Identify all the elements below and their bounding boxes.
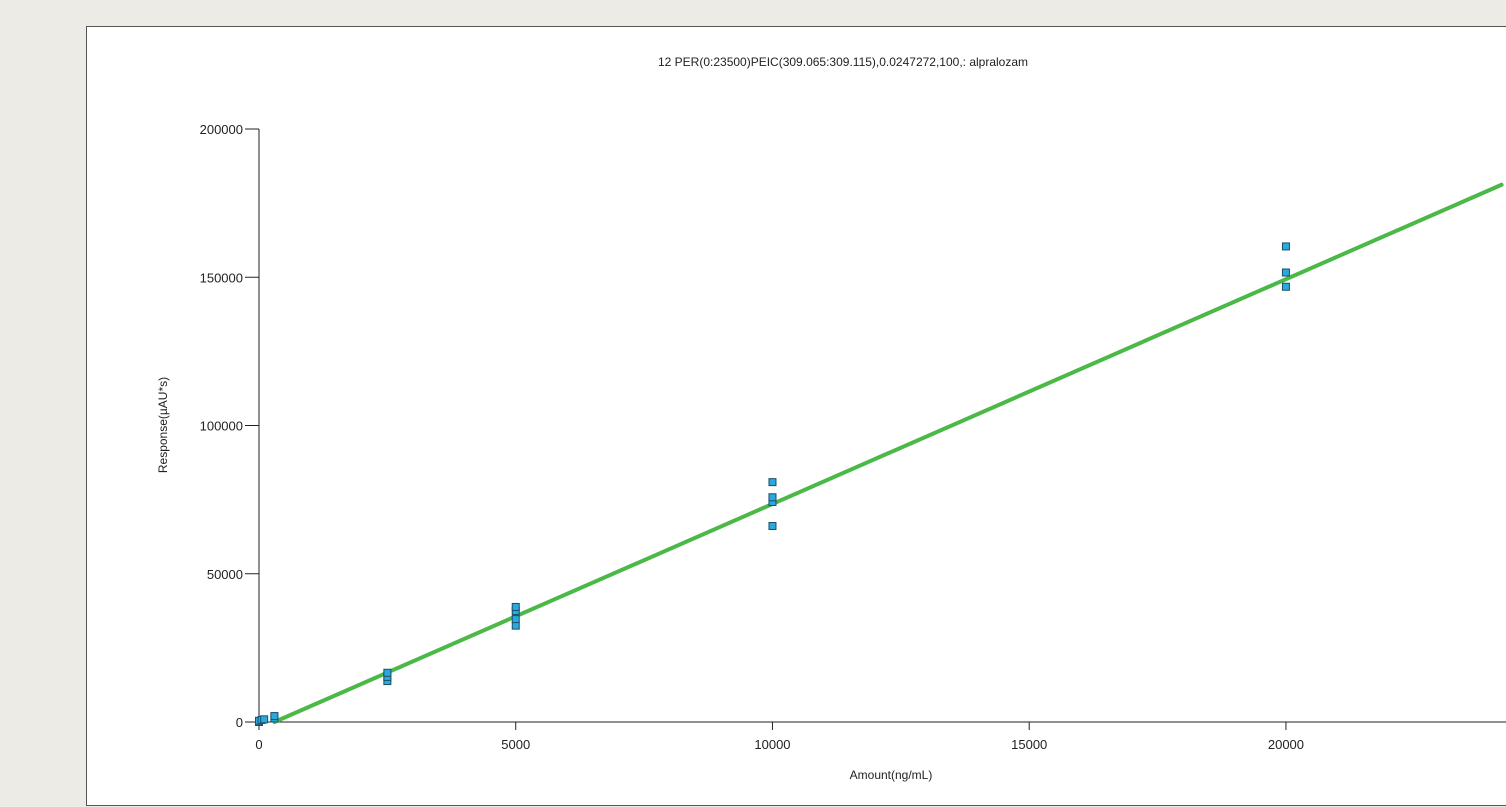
data-point bbox=[768, 522, 777, 531]
data-point bbox=[383, 668, 392, 677]
x-tick-label: 5000 bbox=[501, 737, 530, 752]
x-axis: 050001000015000200002 bbox=[255, 721, 1506, 752]
data-point bbox=[260, 715, 269, 724]
y-tick-label: 200000 bbox=[200, 122, 243, 137]
y-tick-label: 150000 bbox=[200, 270, 243, 285]
y-axis: 0 50000 100000 150000 200000 bbox=[200, 122, 260, 730]
y-tick-label: 50000 bbox=[207, 567, 243, 582]
y-axis-title: Response(µAU*s) bbox=[156, 377, 170, 473]
y-tick-label: 100000 bbox=[200, 419, 243, 434]
y-tick-label: 0 bbox=[236, 715, 243, 730]
data-point bbox=[511, 621, 520, 630]
x-tick-label: 0 bbox=[255, 737, 262, 752]
chart-panel: 12 PER(0:23500)PEIC(309.065:309.115),0.0… bbox=[86, 26, 1506, 806]
data-point bbox=[511, 602, 520, 611]
calibration-chart: 12 PER(0:23500)PEIC(309.065:309.115),0.0… bbox=[156, 55, 1506, 782]
data-point bbox=[270, 712, 279, 721]
fit-line-layer bbox=[272, 182, 1504, 724]
data-points-layer bbox=[255, 242, 1290, 726]
chart-title: 12 PER(0:23500)PEIC(309.065:309.115),0.0… bbox=[658, 55, 1028, 69]
x-tick-label: 15000 bbox=[1011, 737, 1047, 752]
data-point bbox=[1281, 268, 1290, 277]
data-point bbox=[768, 493, 777, 502]
x-axis-title: Amount(ng/mL) bbox=[850, 768, 933, 782]
data-point bbox=[511, 615, 520, 624]
data-point bbox=[768, 478, 777, 487]
data-point bbox=[1281, 282, 1290, 291]
x-tick-label: 10000 bbox=[754, 737, 790, 752]
x-tick-label: 20000 bbox=[1268, 737, 1304, 752]
fit-line bbox=[272, 182, 1504, 724]
data-point bbox=[1281, 242, 1290, 251]
